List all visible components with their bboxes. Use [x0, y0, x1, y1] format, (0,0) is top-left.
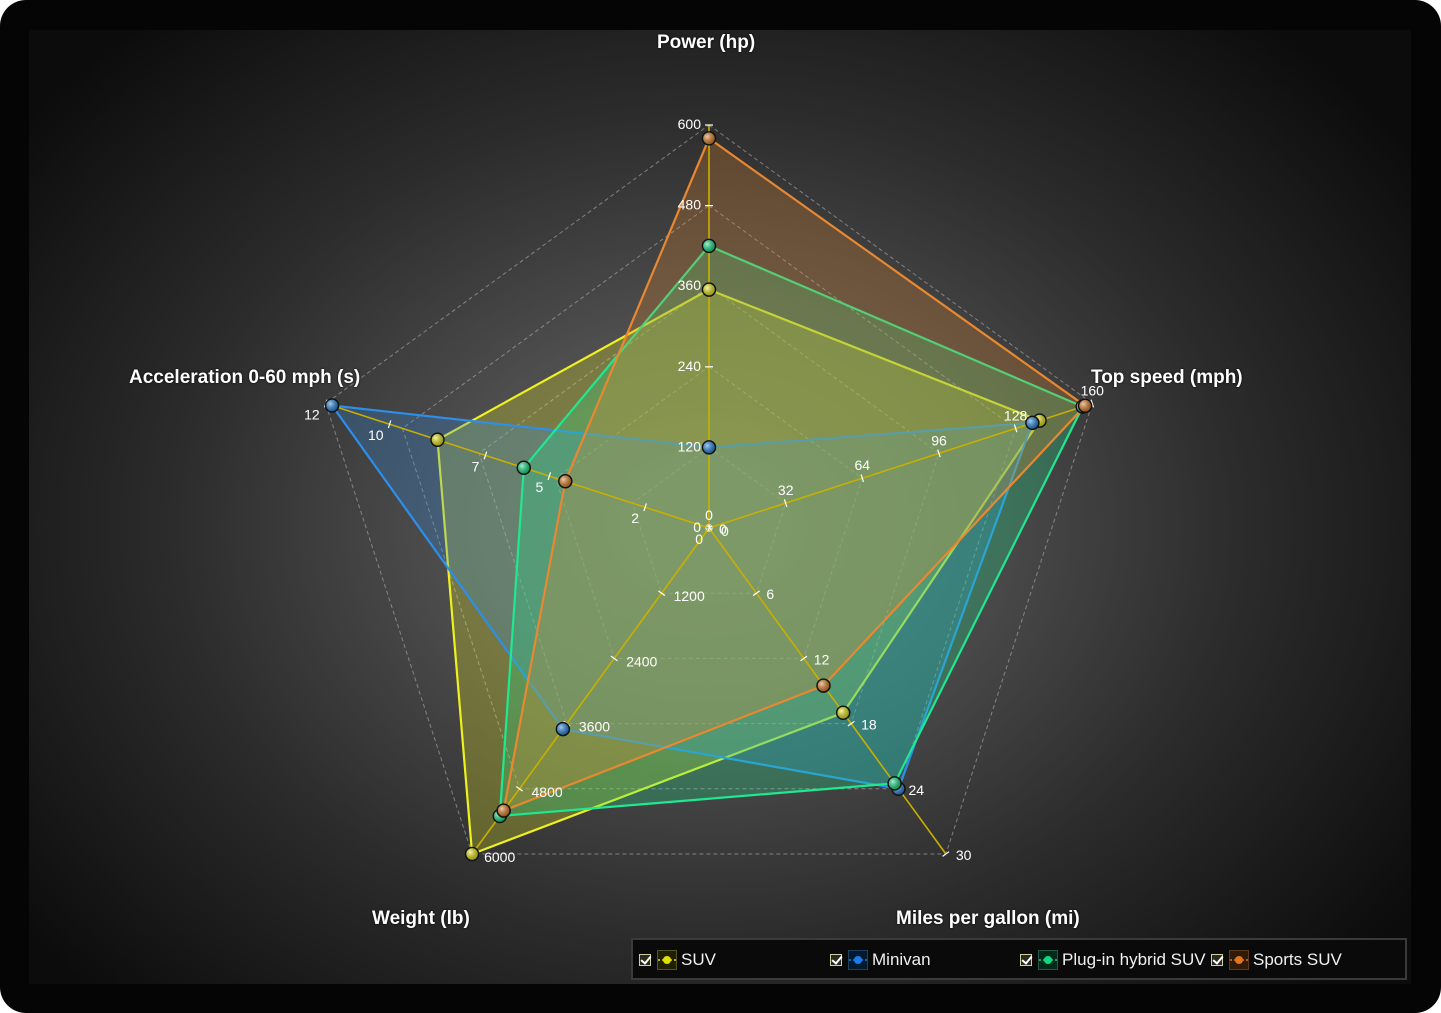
axis-line — [471, 527, 710, 855]
axis-tick — [847, 720, 855, 727]
axis-tick — [483, 451, 488, 460]
data-point-highlight — [888, 777, 901, 790]
axis-tick — [752, 590, 760, 597]
data-point-highlight — [837, 706, 850, 719]
checkbox-icon[interactable] — [1020, 954, 1032, 966]
tick-label: 480 — [678, 197, 702, 213]
data-point-highlight — [817, 679, 830, 692]
series-marker-icon — [1229, 950, 1249, 970]
data-point-highlight — [559, 475, 572, 488]
axis-tick — [643, 503, 647, 512]
legend-label: Minivan — [872, 950, 931, 969]
tick-label: 64 — [855, 457, 871, 473]
tick-label: 2400 — [626, 653, 657, 669]
axis-tick — [610, 655, 618, 662]
tick-label: 12 — [304, 407, 320, 423]
tick-label: 12 — [814, 651, 830, 667]
axis-tick — [1013, 424, 1018, 433]
axis-tick — [1090, 399, 1095, 408]
tick-label: 0 — [693, 519, 701, 535]
grid-ring — [325, 124, 1093, 855]
tick-label: 6000 — [484, 849, 515, 865]
tick-label: 128 — [1004, 407, 1028, 423]
series-area-plug-in-hybrid-suv — [498, 244, 1084, 818]
legend-item-plug-in-hybrid-suv[interactable]: Plug-in hybrid SUV — [1020, 949, 1206, 971]
data-point-highlight — [1079, 399, 1092, 412]
axis-tick — [937, 449, 941, 458]
data-point-highlight — [497, 804, 510, 817]
axis-tick — [658, 590, 666, 597]
data-point-highlight — [703, 441, 715, 454]
tick-label: 240 — [678, 358, 702, 374]
legend-label: SUV — [681, 950, 716, 969]
plot-area — [29, 30, 1411, 984]
data-point-highlight — [703, 283, 715, 296]
tick-label: 3600 — [579, 719, 610, 735]
data-point-highlight — [703, 132, 715, 145]
data-point-highlight — [466, 848, 479, 860]
tick-label: 160 — [1081, 383, 1105, 399]
data-point-highlight — [703, 239, 715, 252]
tick-label: 600 — [678, 116, 702, 132]
checkbox-icon[interactable] — [639, 954, 651, 966]
tick-label: 2 — [631, 510, 639, 526]
series-marker-icon — [848, 950, 868, 970]
tick-label: 10 — [368, 427, 384, 443]
series-area-suv — [436, 288, 1041, 856]
data-point-highlight — [431, 433, 444, 446]
checkbox-icon[interactable] — [1211, 954, 1223, 966]
tick-label: 32 — [778, 482, 794, 498]
axis-tick — [515, 786, 524, 792]
data-point-highlight — [326, 399, 339, 412]
series-marker-icon — [1038, 950, 1058, 970]
series-area-minivan — [331, 404, 1034, 790]
tick-label: 96 — [931, 432, 947, 448]
legend: SUV Minivan Plug-in hybrid SUV — [631, 938, 1407, 980]
tick-label: 0 — [695, 531, 703, 547]
tick-label: 0 — [705, 507, 713, 523]
axis-title-power: Power (hp) — [657, 32, 756, 53]
axis-tick — [707, 524, 711, 532]
axis-tick — [800, 655, 808, 662]
data-point-highlight — [1026, 416, 1039, 429]
series-marker-icon — [657, 950, 677, 970]
axis-tick — [942, 851, 950, 857]
tick-label: 120 — [678, 438, 702, 454]
axis-tick — [387, 420, 392, 429]
tick-label: 360 — [678, 277, 702, 293]
series-area-sports-suv — [502, 137, 1087, 812]
tick-label: 6 — [766, 586, 774, 602]
tick-label: 7 — [472, 458, 480, 474]
tick-label: 30 — [956, 847, 972, 863]
tick-label: 0 — [719, 521, 727, 537]
legend-item-minivan[interactable]: Minivan — [830, 949, 931, 971]
axis-title-top-speed: Top speed (mph) — [1091, 367, 1243, 388]
legend-label: Sports SUV — [1253, 950, 1342, 969]
axis-title-mpg: Miles per gallon (mi) — [896, 908, 1080, 929]
axis-tick — [547, 472, 552, 481]
tick-label: 24 — [909, 782, 925, 798]
tick-label: 5 — [536, 479, 544, 495]
grid-ring — [631, 446, 787, 594]
tick-label: 18 — [861, 717, 877, 733]
data-point-highlight — [556, 723, 569, 736]
tick-label: 1200 — [674, 588, 705, 604]
axis-tick — [783, 499, 788, 508]
grid-ring — [555, 366, 863, 659]
tick-label: 4800 — [532, 784, 563, 800]
axis-title-weight: Weight (lb) — [372, 908, 470, 929]
legend-label: Plug-in hybrid SUV — [1062, 950, 1206, 969]
tick-label: 0 — [721, 523, 729, 539]
legend-item-suv[interactable]: SUV — [639, 949, 716, 971]
checkbox-icon[interactable] — [830, 954, 842, 966]
data-point-highlight — [517, 461, 530, 474]
axis-tick — [860, 474, 865, 483]
legend-item-sports-suv[interactable]: Sports SUV — [1211, 949, 1342, 971]
axis-title-acceleration: Acceleration 0-60 mph (s) — [129, 367, 361, 388]
